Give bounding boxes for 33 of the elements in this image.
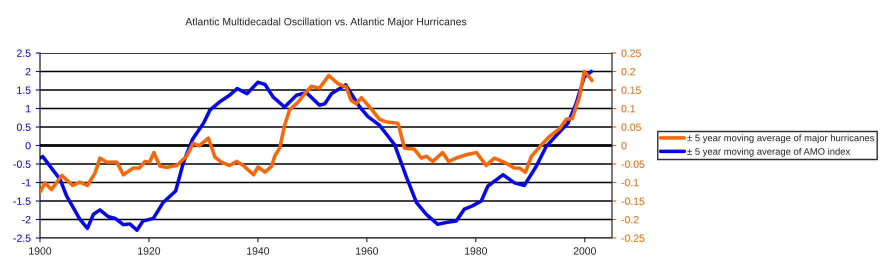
y2-tick-label: -0.1 bbox=[621, 179, 638, 186]
x-tick-label: 1940 bbox=[247, 247, 270, 255]
y-tick-label: 2.5 bbox=[17, 50, 31, 57]
y-tick-label: 2 bbox=[26, 68, 30, 76]
y-tick-label: 0 bbox=[26, 142, 31, 150]
y2-tick-label: 0.1 bbox=[621, 105, 635, 112]
y-tick-label: -2 bbox=[22, 216, 30, 224]
x-tick-label: 1980 bbox=[465, 247, 487, 255]
y-tick-label: 1.5 bbox=[17, 86, 31, 94]
y-tick-label: -1 bbox=[22, 179, 30, 186]
y-tick-label: -0.5 bbox=[13, 160, 31, 168]
y2-tick-label: 0.15 bbox=[621, 86, 641, 94]
y2-tick-label: 0.2 bbox=[621, 68, 635, 76]
x-tick-label: 1960 bbox=[356, 247, 378, 255]
y-tick-label: -2.5 bbox=[13, 234, 31, 242]
y2-tick-label: -0.05 bbox=[621, 160, 644, 168]
line-series bbox=[40, 70, 594, 232]
y2-tick-label: 0.05 bbox=[621, 124, 641, 131]
y-tick-label: -1.5 bbox=[13, 198, 31, 205]
y2-tick-label: -0.25 bbox=[621, 234, 644, 242]
x-tick-label: 2000 bbox=[574, 247, 596, 255]
y2-tick-label: 0.25 bbox=[621, 50, 641, 57]
y2-tick-label: 0 bbox=[621, 142, 626, 150]
x-tick-label: 1920 bbox=[138, 247, 160, 255]
legend-label: ± 5 year moving average of major hurricanes bbox=[687, 134, 874, 144]
y2-tick-label: -0.15 bbox=[621, 198, 644, 205]
y2-tick-label: -0.2 bbox=[621, 216, 638, 224]
legend-label: ± 5 year moving average of AMO index bbox=[687, 148, 850, 157]
y-tick-label: 0.5 bbox=[16, 124, 31, 131]
chart-title: Atlantic Multidecadal Oscillation vs. Atlantic Major Hurricanes bbox=[185, 18, 466, 28]
y-tick-label: 1 bbox=[26, 105, 30, 112]
x-tick-label: 1900 bbox=[29, 247, 52, 255]
line-series bbox=[40, 70, 594, 194]
